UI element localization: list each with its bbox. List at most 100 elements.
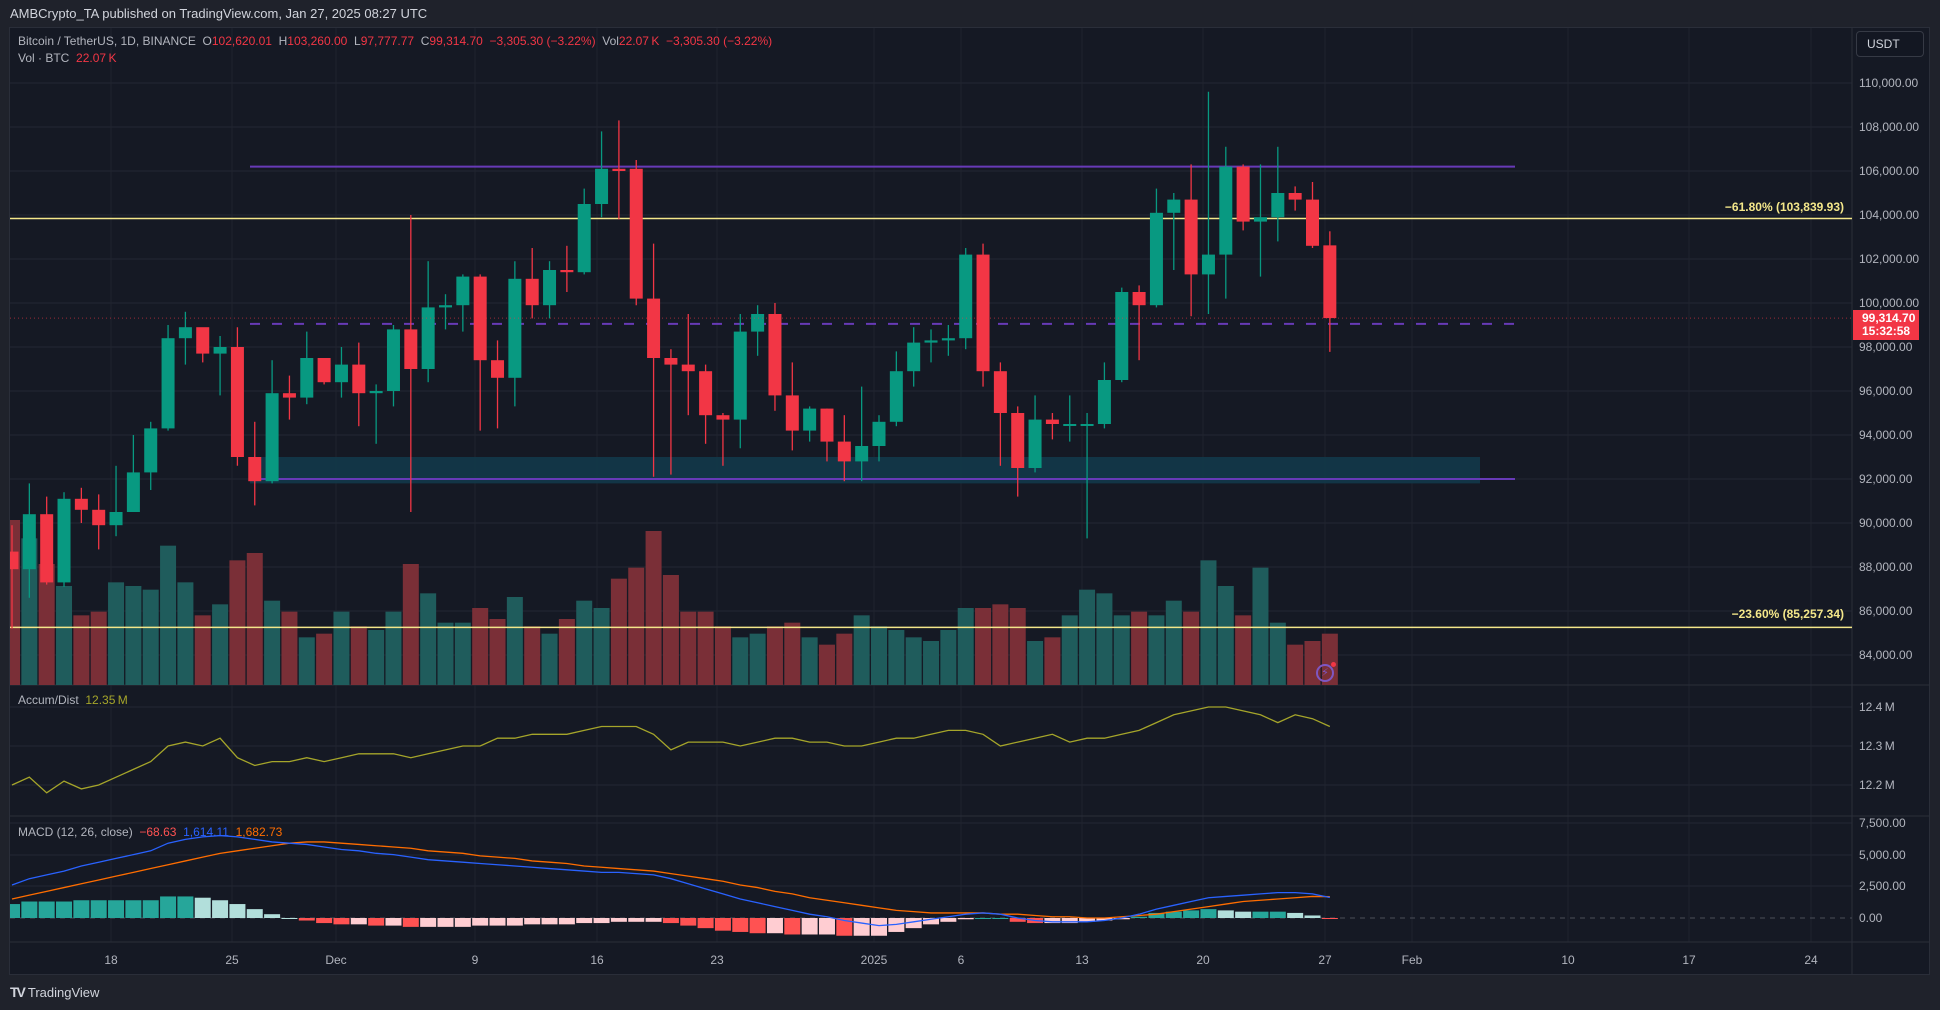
candle-body [1288, 193, 1302, 200]
macd-histogram-bar [454, 918, 471, 927]
candle-body [109, 512, 123, 526]
macd-histogram-bar [194, 897, 211, 918]
macd-histogram-bar [818, 918, 835, 935]
price-tick: 90,000.00 [1859, 516, 1913, 530]
time-tick: 18 [104, 953, 118, 967]
macd-line-value: 1,614.11 [183, 825, 229, 839]
publisher-line: AMBCrypto_TA published on TradingView.co… [10, 6, 428, 21]
candle-body [941, 338, 955, 341]
vol-value: 22.07 K [618, 34, 660, 48]
volume-bar [1096, 593, 1113, 685]
accum-dist-label: Accum/Dist [18, 693, 79, 707]
macd-histogram-bar [56, 901, 73, 918]
macd-histogram-bar [558, 918, 575, 925]
time-tick: Feb [1401, 953, 1423, 967]
candle-body [1097, 380, 1111, 424]
candle-body [1132, 292, 1146, 306]
time-tick: 10 [1561, 953, 1575, 967]
macd-histogram-bar [923, 918, 940, 925]
volume-bar [506, 597, 523, 685]
macd-histogram-bar [1148, 912, 1165, 918]
macd-histogram-bar [368, 918, 385, 926]
accum-dist-tick: 12.2 M [1859, 778, 1895, 792]
candle-body [629, 168, 643, 299]
volume-bar [472, 608, 489, 685]
macd-histogram-bar [992, 918, 1009, 919]
candle-body [525, 278, 539, 306]
macd-histogram-bar [680, 918, 697, 926]
low-value: 97,777.77 [360, 34, 415, 48]
candle-body [300, 358, 314, 398]
volume-bar [1044, 637, 1061, 685]
price-tick: 98,000.00 [1859, 340, 1913, 354]
volume-bar [177, 582, 194, 685]
volume-bar [680, 611, 697, 685]
macd-histogram-bar [472, 918, 489, 926]
candle-body [92, 509, 106, 526]
volume-bar [645, 531, 662, 685]
candle-body [473, 276, 487, 361]
volume-bar [610, 578, 627, 685]
candle-body [369, 391, 383, 394]
volume-value: 22.07 K [76, 51, 117, 65]
candle-body [803, 408, 817, 431]
volume-bar [420, 593, 437, 685]
candle-body [317, 358, 331, 383]
symbol-name: Bitcoin / TetherUS, 1D, BINANCE [18, 34, 196, 48]
candle-body [1323, 245, 1337, 319]
tradingview-logo[interactable]: TV TradingView [10, 984, 99, 1000]
candle-body [456, 276, 470, 306]
volume-bar [957, 608, 974, 685]
candle-body [248, 457, 262, 482]
candle-body [1167, 199, 1181, 213]
macd-histogram-bar [264, 914, 281, 918]
macd-histogram-bar [1096, 918, 1113, 921]
macd-histogram-bar [281, 918, 298, 919]
currency-button[interactable]: USDT [1856, 31, 1924, 57]
macd-histogram-bar [871, 918, 887, 936]
chart-frame [9, 27, 1930, 975]
macd-label: MACD (12, 26, close) [18, 825, 133, 839]
candle-body [508, 278, 522, 378]
candle-body [1011, 413, 1025, 468]
macd-histogram-bar [662, 918, 679, 924]
time-tick: 13 [1075, 953, 1089, 967]
macd-histogram-bar [177, 896, 194, 918]
volume-bar [368, 630, 385, 685]
volume-bar [194, 615, 211, 685]
price-tick: 86,000.00 [1859, 604, 1913, 618]
candle-body [213, 347, 227, 354]
candle-body [10, 551, 19, 570]
candle-body [751, 314, 765, 332]
time-tick: 20 [1196, 953, 1210, 967]
volume-bar [385, 611, 402, 685]
volume-bar [923, 641, 940, 685]
volume-bar [801, 637, 818, 685]
macd-histogram-bar [10, 904, 20, 918]
macd-histogram-bar [749, 918, 766, 934]
fib-236-label: −23.60% (85,257.34) [1731, 607, 1844, 621]
price-tick: 92,000.00 [1859, 472, 1913, 486]
volume-bar [1131, 611, 1148, 685]
low-label: L [354, 34, 361, 48]
candle-body [907, 342, 921, 372]
lightning-icon[interactable]: ⚡︎ [1316, 664, 1334, 682]
candle-body [352, 364, 366, 394]
macd-histogram-bar [229, 904, 246, 918]
price-tick: 108,000.00 [1859, 120, 1920, 134]
candle-body [1045, 419, 1059, 424]
macd-histogram-bar [38, 901, 55, 918]
volume-bar [316, 633, 333, 685]
volume-bar [73, 615, 90, 685]
candle-body [716, 415, 730, 420]
volume-bar [1027, 641, 1044, 685]
candle-body [560, 270, 574, 273]
macd-histogram-bar [576, 918, 593, 924]
candle-body [959, 254, 973, 339]
volume-bar [108, 582, 125, 685]
volume-bar [784, 622, 801, 685]
macd-histogram-bar [714, 918, 731, 931]
price-tick: 96,000.00 [1859, 384, 1913, 398]
volume-bar [853, 615, 870, 685]
